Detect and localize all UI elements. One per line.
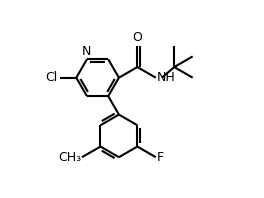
Text: Cl: Cl [45,71,57,84]
Text: O: O [133,31,142,44]
Text: CH₃: CH₃ [58,151,81,164]
Text: NH: NH [157,71,175,84]
Text: N: N [81,45,91,58]
Text: F: F [157,151,164,164]
